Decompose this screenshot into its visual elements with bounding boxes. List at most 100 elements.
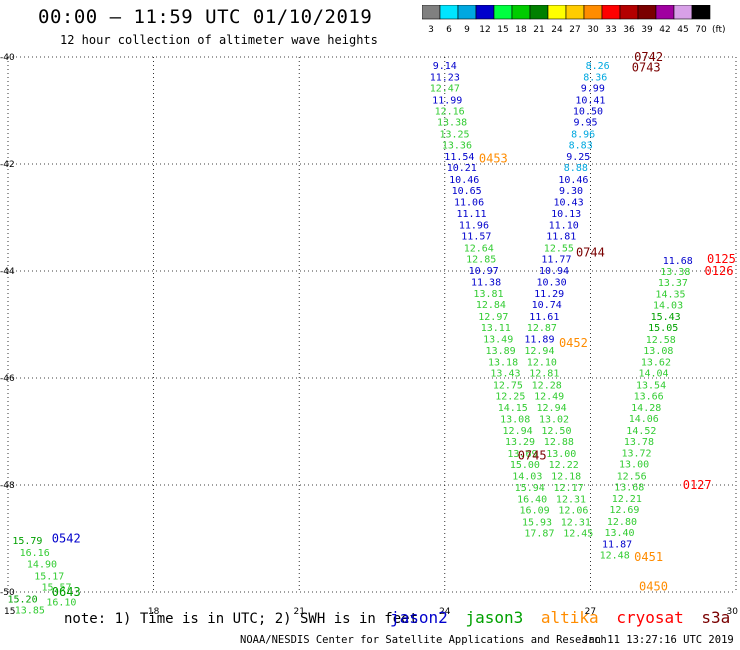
wave-height-point: 13.08 xyxy=(643,346,673,357)
colorbar-level-label: 24 xyxy=(551,25,563,35)
wave-height-point: 12.21 xyxy=(612,494,642,505)
pass-time-label: 0125 xyxy=(707,252,736,266)
colorbar-level-label: 21 xyxy=(533,25,544,35)
chart-subtitle: 12 hour collection of altimeter wave hei… xyxy=(60,33,378,47)
colorbar-level-label: 18 xyxy=(515,25,527,35)
wave-height-point: 10.46 xyxy=(558,175,588,186)
wave-height-point: 14.15 xyxy=(498,403,528,414)
wave-height-point: 12.58 xyxy=(646,335,676,346)
wave-height-point: 11.11 xyxy=(456,209,486,220)
wave-height-point: 12.81 xyxy=(529,369,559,380)
wave-height-point: 12.94 xyxy=(524,346,554,357)
wave-height-point: 9.99 xyxy=(581,83,605,94)
pass-time-label: 0127 xyxy=(683,478,712,492)
wave-height-point: 14.06 xyxy=(629,414,659,425)
wave-height-point: 12.56 xyxy=(617,471,647,482)
wave-height-point: 13.85 xyxy=(15,606,45,617)
y-tick-label: -42 xyxy=(0,160,15,170)
wave-height-point: 12.18 xyxy=(551,471,581,482)
wave-height-point: 12.87 xyxy=(527,323,557,334)
wave-height-point: 11.99 xyxy=(432,95,462,106)
wave-height-point: 12.10 xyxy=(527,357,557,368)
wave-height-point: 16.40 xyxy=(517,494,547,505)
wave-height-point: 12.55 xyxy=(544,243,574,254)
colorbar-level-label: 45 xyxy=(677,25,688,35)
wave-height-point: 11.29 xyxy=(534,289,564,300)
wave-height-point: 13.38 xyxy=(437,118,467,129)
wave-height-point: 11.54 xyxy=(444,152,474,163)
colorbar-level-label: 70 xyxy=(695,25,707,35)
wave-height-point: 14.52 xyxy=(626,426,656,437)
pass-time-label: 0126 xyxy=(705,264,734,278)
wave-height-point: 15.79 xyxy=(12,536,42,547)
wave-height-point: 12.16 xyxy=(435,107,465,118)
x-tick-label: 24 xyxy=(439,607,451,617)
wave-height-point: 15.94 xyxy=(515,483,545,494)
wave-height-point: 10.46 xyxy=(449,175,479,186)
wave-height-point: 11.10 xyxy=(549,220,579,231)
colorbar-unit: (ft) xyxy=(712,25,726,35)
y-tick-label: -50 xyxy=(0,588,15,598)
wave-height-point: 8.26 xyxy=(586,61,610,72)
legend-s3a: s3a xyxy=(701,608,731,627)
wave-height-point: 12.06 xyxy=(558,506,588,517)
y-tick-label: -48 xyxy=(0,481,15,491)
wave-height-point: 11.77 xyxy=(541,255,571,266)
wave-height-point: 14.03 xyxy=(512,471,542,482)
wave-height-point: 13.37 xyxy=(658,278,688,289)
pass-time-label: 0452 xyxy=(559,336,588,350)
x-tick-label: 15 xyxy=(4,607,15,617)
wave-height-point: 15.17 xyxy=(34,571,64,582)
wave-height-point: 10.13 xyxy=(551,209,581,220)
colorbar-level-label: 39 xyxy=(641,25,653,35)
wave-height-point: 12.31 xyxy=(556,494,586,505)
satellite-legend: jason2 jason3 altika cryosat s3a xyxy=(390,608,738,627)
pass-time-label: 0744 xyxy=(576,245,605,259)
y-tick-label: -44 xyxy=(0,267,15,277)
wave-height-point: 9.14 xyxy=(433,61,457,72)
wave-height-point: 14.04 xyxy=(638,369,668,380)
wave-height-point: 16.09 xyxy=(520,506,550,517)
wave-height-point: 13.18 xyxy=(488,357,518,368)
pass-time-label: 0450 xyxy=(639,580,668,594)
wave-height-point: 13.72 xyxy=(621,448,651,459)
legend-jason3: jason3 xyxy=(465,608,524,627)
wave-height-point: 11.23 xyxy=(430,72,460,83)
wave-height-point: 9.25 xyxy=(566,152,590,163)
wave-height-point: 16.10 xyxy=(46,598,76,609)
wave-height-point: 8.96 xyxy=(571,130,595,141)
footnote: note: 1) Time is in UTC; 2) SWH is in fe… xyxy=(64,611,419,627)
wave-height-point: 13.02 xyxy=(539,415,569,426)
wave-height-point: 13.08 xyxy=(500,415,530,426)
colorbar-level-label: 33 xyxy=(605,25,616,35)
wave-height-point: 13.36 xyxy=(442,141,472,152)
wave-height-point: 11.87 xyxy=(602,539,632,550)
wave-height-point: 11.57 xyxy=(461,232,491,243)
wave-height-point: 13.11 xyxy=(481,323,511,334)
wave-height-point: 12.69 xyxy=(609,505,639,516)
x-tick-label: 21 xyxy=(293,607,304,617)
wave-height-point: 15.93 xyxy=(522,517,552,528)
pass-time-label: 0453 xyxy=(479,152,508,166)
wave-height-point: 12.80 xyxy=(607,517,637,528)
wave-height-point: 14.35 xyxy=(655,289,685,300)
pass-time-label: 0643 xyxy=(52,585,81,599)
colorbar-level-label: 15 xyxy=(497,25,508,35)
credit-line: NOAA/NESDIS Center for Satellite Applica… xyxy=(240,634,607,646)
wave-height-point: 13.89 xyxy=(486,346,516,357)
pass-time-label: 0745 xyxy=(518,449,547,463)
legend-altika: altika xyxy=(540,608,599,627)
wave-height-point: 9.95 xyxy=(573,118,597,129)
x-tick-label: 30 xyxy=(727,607,739,617)
wave-height-point: 12.84 xyxy=(476,300,506,311)
wave-height-point: 13.81 xyxy=(473,289,503,300)
wave-height-point: 12.49 xyxy=(534,392,564,403)
wave-height-point: 12.85 xyxy=(466,255,496,266)
pass-time-label: 0743 xyxy=(632,61,661,75)
wave-height-point: 13.43 xyxy=(490,369,520,380)
wave-height-point: 16.16 xyxy=(20,548,50,559)
colorbar-level-label: 42 xyxy=(659,25,670,35)
wave-height-point: 11.38 xyxy=(471,278,501,289)
wave-height-point: 10.50 xyxy=(573,107,603,118)
wave-height-point: 13.66 xyxy=(634,392,664,403)
